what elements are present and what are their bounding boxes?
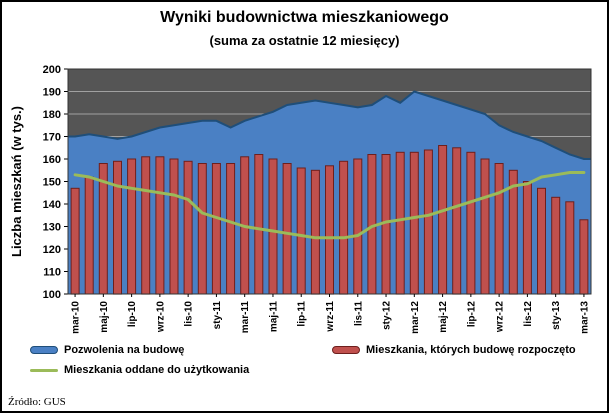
legend-label-permits: Pozwolenia na budowę (64, 344, 185, 356)
source-note: Źródło: GUS (8, 396, 66, 408)
svg-text:160: 160 (43, 154, 61, 166)
svg-text:maj-11: maj-11 (269, 301, 280, 333)
completed-legend-key-icon (30, 368, 58, 372)
legend-item-completed: Mieszkania oddane do użytkowania (30, 364, 249, 376)
svg-text:lip-12: lip-12 (466, 301, 477, 328)
legend-label-completed: Mieszkania oddane do użytkowania (64, 364, 250, 376)
chart-subtitle: (suma za ostatnie 12 miesięcy) (209, 33, 400, 48)
svg-text:130: 130 (43, 222, 61, 234)
svg-text:wrz-10: wrz-10 (155, 301, 166, 334)
svg-text:mar-10: mar-10 (71, 301, 82, 334)
svg-text:mar-12: mar-12 (410, 301, 421, 334)
svg-text:Liczba mieszkań (w tys.): Liczba mieszkań (w tys.) (9, 106, 24, 257)
svg-text:wrz-12: wrz-12 (495, 301, 506, 334)
svg-text:lis-11: lis-11 (353, 301, 364, 326)
svg-text:sty-13: sty-13 (551, 301, 562, 330)
svg-text:190: 190 (43, 87, 61, 99)
svg-text:sty-11: sty-11 (212, 301, 223, 330)
svg-text:150: 150 (43, 177, 61, 189)
svg-text:lis-12: lis-12 (523, 301, 534, 327)
chart-title: Wyniki budownictwa mieszkaniowego (160, 9, 449, 26)
svg-text:lip-11: lip-11 (297, 301, 308, 327)
svg-text:mar-11: mar-11 (240, 301, 251, 334)
permits-legend-key-icon (30, 346, 58, 354)
legend-item-permits: Pozwolenia na budowę (30, 344, 184, 356)
svg-text:mar-13: mar-13 (579, 301, 590, 334)
legend-label-started: Mieszkania, których budowę rozpoczęto (366, 344, 576, 356)
svg-text:lis-10: lis-10 (184, 301, 195, 327)
svg-text:200: 200 (43, 64, 61, 76)
svg-text:maj-12: maj-12 (438, 301, 449, 333)
started-legend-key-icon (332, 346, 360, 354)
svg-text:100: 100 (43, 289, 61, 301)
svg-text:maj-10: maj-10 (99, 301, 110, 333)
legend-item-started: Mieszkania, których budowę rozpoczęto (332, 344, 576, 356)
svg-text:sty-12: sty-12 (382, 301, 393, 330)
svg-text:110: 110 (43, 267, 61, 279)
svg-text:170: 170 (43, 132, 61, 144)
svg-text:120: 120 (43, 244, 61, 256)
svg-text:lip-10: lip-10 (127, 301, 138, 328)
svg-text:wrz-11: wrz-11 (325, 301, 336, 333)
svg-text:180: 180 (43, 109, 61, 121)
svg-text:140: 140 (43, 199, 61, 211)
